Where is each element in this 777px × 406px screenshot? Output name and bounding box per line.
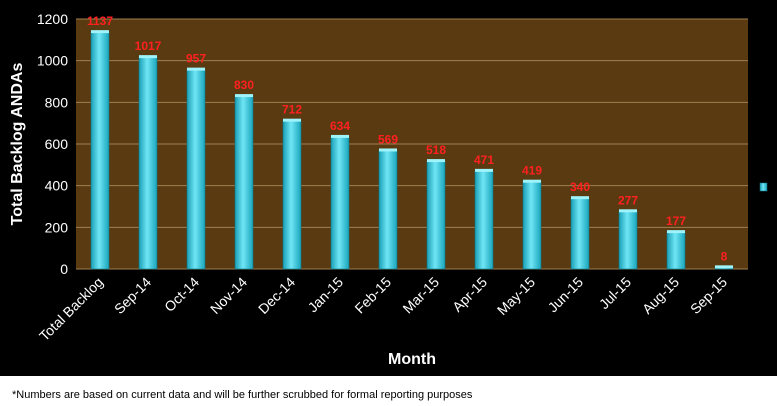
y-tick-label: 1000 xyxy=(37,53,68,69)
data-label: 712 xyxy=(282,103,302,117)
data-label: 1017 xyxy=(135,39,162,53)
x-tick-label: Aug-15 xyxy=(639,274,682,317)
x-tick-label: Mar-15 xyxy=(399,274,442,317)
bar-top xyxy=(91,30,109,34)
bar-chart: 1137 1017 957 830 712 634 569 518 471 419 340 277 17… xyxy=(9,11,768,368)
bar xyxy=(282,120,302,270)
bar-top xyxy=(523,179,541,183)
bar xyxy=(234,95,254,270)
bar-top xyxy=(571,196,589,200)
bar-top xyxy=(715,265,733,269)
bar-top xyxy=(139,55,157,59)
legend-marker xyxy=(759,182,768,192)
chart-area: 1137 1017 957 830 712 634 569 518 471 419 340 277 17… xyxy=(0,0,777,376)
x-axis-ticks: Total Backlog Sep-14 Oct-14 Nov-14 Dec-14 Jan… xyxy=(36,274,730,344)
y-tick-label: 800 xyxy=(45,94,69,110)
data-label: 569 xyxy=(378,132,398,146)
y-tick-label: 200 xyxy=(45,219,69,235)
x-tick-label: Oct-14 xyxy=(161,274,202,315)
bar-top xyxy=(235,94,253,98)
data-label: 957 xyxy=(186,52,206,66)
y-tick-label: 0 xyxy=(60,261,68,277)
bar xyxy=(90,31,110,270)
bar xyxy=(474,170,494,270)
bars xyxy=(90,30,734,270)
y-tick-label: 600 xyxy=(45,136,69,152)
data-label: 634 xyxy=(330,119,350,133)
data-label: 177 xyxy=(666,214,686,228)
data-labels: 1137 1017 957 830 712 634 569 518 471 419 340 277 17… xyxy=(87,14,728,263)
bar-top xyxy=(427,159,445,163)
bar-top xyxy=(619,209,637,213)
bar xyxy=(570,197,590,270)
bar-top xyxy=(379,148,397,152)
bar-top xyxy=(331,134,349,138)
bar xyxy=(522,181,542,270)
x-tick-label: Jun-15 xyxy=(545,274,587,316)
x-tick-label: Dec-14 xyxy=(255,274,298,317)
legend xyxy=(759,182,768,192)
data-label: 8 xyxy=(721,249,728,263)
x-tick-label: May-15 xyxy=(494,274,538,318)
x-tick-label: Sep-15 xyxy=(687,274,730,317)
x-tick-label: Apr-15 xyxy=(449,274,490,315)
data-label: 830 xyxy=(234,78,254,92)
x-tick-label: Jul-15 xyxy=(596,274,634,312)
data-label: 518 xyxy=(426,143,446,157)
y-axis-title: Total Backlog ANDAs xyxy=(9,63,26,226)
bar xyxy=(378,150,398,270)
x-axis-title: Month xyxy=(388,351,436,368)
x-tick-label: Total Backlog xyxy=(36,274,106,344)
bar xyxy=(138,56,158,270)
data-label: 471 xyxy=(474,153,494,167)
data-label: 419 xyxy=(522,164,542,178)
data-label: 1137 xyxy=(87,14,113,28)
bar xyxy=(426,160,446,270)
y-tick-label: 400 xyxy=(45,178,69,194)
footnote: *Numbers are based on current data and w… xyxy=(12,389,473,401)
y-axis-ticks: 0 200 400 600 800 1000 1200 xyxy=(37,11,68,277)
data-label: 340 xyxy=(570,180,590,194)
bar xyxy=(618,210,638,270)
data-label: 277 xyxy=(618,193,638,207)
bar xyxy=(666,231,686,270)
x-tick-label: Nov-14 xyxy=(207,274,250,317)
bar-top xyxy=(187,67,205,71)
bar-top xyxy=(667,230,685,234)
x-tick-label: Jan-15 xyxy=(305,274,347,316)
bar xyxy=(330,136,350,270)
y-tick-label: 1200 xyxy=(37,11,68,27)
x-tick-label: Feb-15 xyxy=(351,274,394,317)
bar-top xyxy=(283,118,301,122)
bar-top xyxy=(475,168,493,172)
x-tick-label: Sep-14 xyxy=(111,274,154,317)
bar xyxy=(186,69,206,270)
